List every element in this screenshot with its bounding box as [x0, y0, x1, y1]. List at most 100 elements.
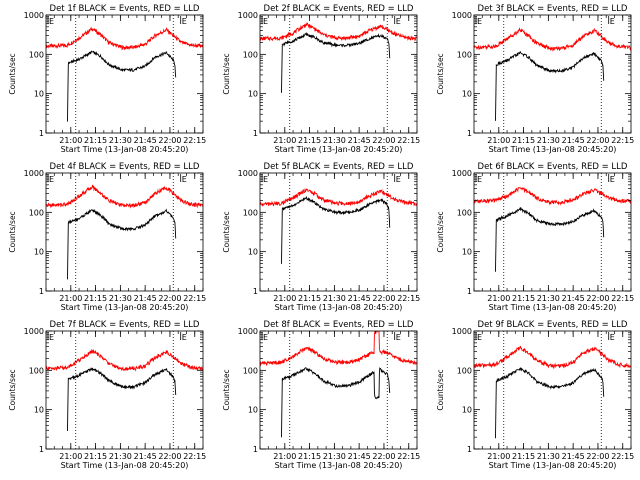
- x-axis-title: Start Time (13-Jan-08 20:45:20): [489, 461, 617, 470]
- interval-flag-marker: E: [608, 16, 615, 26]
- y-tick-label: 1: [253, 287, 258, 296]
- x-tick-label: 22:15: [611, 136, 634, 145]
- events-series-line: [281, 195, 391, 264]
- x-tick-label: 21:30: [323, 294, 346, 303]
- panel-title: Det 5f BLACK = Events, RED = LLD: [264, 162, 414, 172]
- interval-flag-marker: E: [608, 174, 615, 184]
- x-tick-label: 22:15: [397, 294, 420, 303]
- lld-series-line: [474, 345, 631, 370]
- flag-letter: E: [263, 333, 268, 342]
- y-tick-label: 1000: [452, 11, 472, 20]
- y-tick-label: 10: [34, 406, 44, 415]
- events-series-line: [495, 206, 605, 272]
- detector-panel-2: Det 2f BLACK = Events, RED = LLD E E 1 10 100…: [222, 4, 420, 154]
- y-tick-label: 1000: [24, 169, 44, 178]
- interval-flag-marker: E: [261, 16, 268, 26]
- x-tick-label: 21:15: [298, 294, 321, 303]
- events-series-line: [67, 367, 177, 431]
- flag-letter: E: [396, 17, 401, 26]
- flag-letter: E: [49, 175, 54, 184]
- y-tick-label: 1000: [452, 169, 472, 178]
- x-tick-label: 22:15: [183, 136, 206, 145]
- y-tick-label: 100: [457, 50, 472, 59]
- y-tick-label: 100: [243, 50, 258, 59]
- flag-letter: E: [396, 333, 401, 342]
- detector-panel-6: Det 6f BLACK = Events, RED = LLD E E 1 10 100…: [436, 162, 634, 312]
- flag-letter: E: [396, 175, 401, 184]
- x-tick-label: 21:00: [59, 136, 82, 145]
- y-tick-label: 10: [462, 90, 472, 99]
- y-tick-label: 10: [34, 248, 44, 257]
- panel-title: Det 4f BLACK = Events, RED = LLD: [50, 162, 200, 172]
- flag-letter: E: [610, 17, 615, 26]
- interval-flag-marker: E: [47, 332, 54, 342]
- interval-flag-marker: E: [180, 332, 187, 342]
- detector-panel-9: Det 9f BLACK = Events, RED = LLD E E 1 10 100…: [436, 320, 634, 470]
- y-tick-label: 10: [462, 406, 472, 415]
- y-tick-label: 1: [253, 445, 258, 454]
- lld-series-line: [46, 184, 203, 209]
- x-tick-label: 21:30: [537, 452, 560, 461]
- traces: [474, 345, 631, 439]
- x-tick-label: 21:00: [273, 294, 296, 303]
- x-axis-title: Start Time (13-Jan-08 20:45:20): [489, 303, 617, 312]
- flag-letter: E: [610, 333, 615, 342]
- x-tick-label: 22:15: [183, 452, 206, 461]
- events-series-line: [495, 50, 605, 121]
- flag-letter: E: [182, 175, 187, 184]
- detector-panel-7: Det 7f BLACK = Events, RED = LLD E E 1 10 100…: [8, 320, 206, 470]
- y-axis-title: Counts/sec: [436, 369, 445, 410]
- interval-flag-marker: E: [261, 174, 268, 184]
- plot-frame: [259, 172, 418, 292]
- y-axis-title: Counts/sec: [8, 369, 17, 410]
- traces: [46, 348, 203, 431]
- plot-frame: [473, 330, 632, 450]
- x-tick-label: 21:30: [323, 452, 346, 461]
- traces: [46, 184, 203, 280]
- y-axis-title: Counts/sec: [222, 369, 231, 410]
- x-tick-label: 21:15: [84, 136, 107, 145]
- interval-flag-marker: E: [180, 174, 187, 184]
- plot-frame: [45, 330, 204, 450]
- x-axis-title: Start Time (13-Jan-08 20:45:20): [275, 461, 403, 470]
- x-axis-title: Start Time (13-Jan-08 20:45:20): [61, 461, 189, 470]
- events-series-line: [281, 366, 391, 438]
- flag-letter: E: [477, 175, 482, 184]
- x-tick-label: 21:45: [134, 452, 157, 461]
- y-tick-label: 1: [39, 287, 44, 296]
- y-tick-label: 100: [243, 208, 258, 217]
- x-tick-label: 22:15: [397, 452, 420, 461]
- traces: [474, 187, 631, 272]
- flag-letter: E: [263, 175, 268, 184]
- detector-panel-4: Det 4f BLACK = Events, RED = LLD E E 1 10 100…: [8, 162, 206, 312]
- y-tick-label: 1: [39, 129, 44, 138]
- x-tick-label: 21:00: [487, 294, 510, 303]
- x-tick-label: 21:00: [487, 452, 510, 461]
- interval-flag-marker: E: [475, 16, 482, 26]
- events-series-line: [67, 50, 177, 122]
- plot-frame: [259, 14, 418, 134]
- y-tick-label: 1: [467, 129, 472, 138]
- interval-flag-marker: E: [394, 16, 401, 26]
- y-tick-label: 1000: [24, 11, 44, 20]
- y-tick-label: 1: [253, 129, 258, 138]
- lld-series-line: [46, 26, 203, 51]
- y-axis-title: Counts/sec: [8, 53, 17, 94]
- x-tick-label: 21:30: [537, 136, 560, 145]
- x-tick-label: 21:00: [273, 452, 296, 461]
- panel-title: Det 3f BLACK = Events, RED = LLD: [478, 4, 628, 14]
- x-tick-label: 22:15: [611, 294, 634, 303]
- y-tick-label: 10: [462, 248, 472, 257]
- x-tick-label: 22:00: [158, 294, 181, 303]
- panel-title: Det 2f BLACK = Events, RED = LLD: [264, 4, 414, 14]
- y-tick-label: 1000: [24, 327, 44, 336]
- x-axis-title: Start Time (13-Jan-08 20:45:20): [61, 145, 189, 154]
- x-tick-label: 22:00: [372, 452, 395, 461]
- y-tick-label: 1000: [238, 11, 258, 20]
- x-tick-label: 21:45: [348, 452, 371, 461]
- traces: [46, 26, 203, 122]
- x-tick-label: 21:30: [109, 452, 132, 461]
- x-tick-label: 22:15: [183, 294, 206, 303]
- y-tick-label: 100: [457, 208, 472, 217]
